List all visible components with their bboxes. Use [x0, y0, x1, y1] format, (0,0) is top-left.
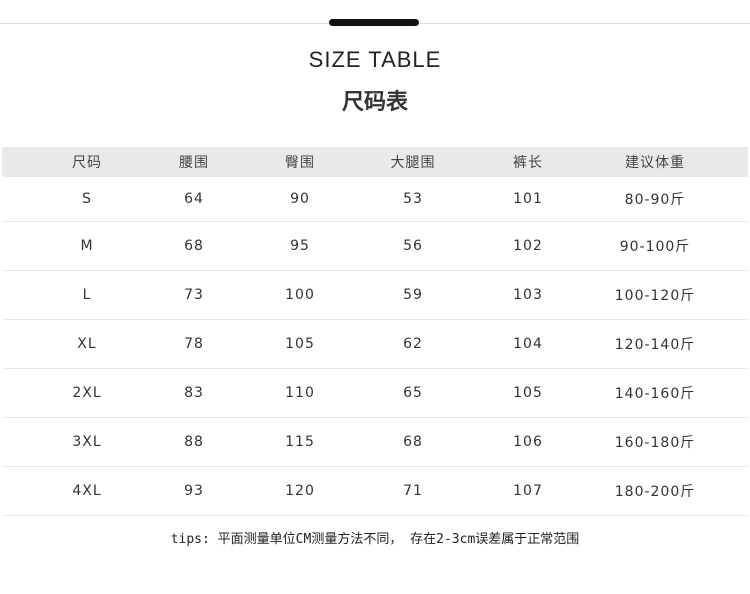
header-cell: 腰围: [179, 155, 209, 171]
table-cell: 140-160斤: [614, 386, 696, 402]
header-cell: 建议体重: [625, 155, 685, 171]
table-cell: 71: [403, 483, 423, 499]
table-cell: 93: [184, 483, 204, 499]
table-cell: 62: [403, 336, 423, 352]
table-cell: XL: [77, 336, 97, 352]
table-row: M 68 95 56 102 90-100斤: [2, 222, 748, 271]
table-row: 3XL 88 115 68 106 160-180斤: [2, 418, 748, 467]
table-cell: 88: [184, 434, 204, 450]
table-cell: 53: [403, 191, 423, 207]
table-cell: 104: [513, 336, 543, 352]
table-header-row: 尺码 腰围 臀围 大腿围 裤长 建议体重: [2, 147, 748, 177]
header-cell: 臀围: [285, 155, 315, 171]
table-cell: 65: [403, 385, 423, 401]
table-cell: 83: [184, 385, 204, 401]
table-cell: 4XL: [72, 483, 102, 499]
table-cell: 105: [513, 385, 543, 401]
table-cell: 100: [285, 287, 315, 303]
table-cell: 101: [513, 191, 543, 207]
header-cell: 尺码: [72, 155, 102, 171]
size-table: 尺码 腰围 臀围 大腿围 裤长 建议体重 S 64 90 53 101 80-90斤 M 68…: [2, 147, 748, 516]
table-cell: 90-100斤: [619, 239, 691, 255]
table-row: S 64 90 53 101 80-90斤: [2, 177, 748, 222]
table-row: 4XL 93 120 71 107 180-200斤: [2, 467, 748, 516]
table-cell: 180-200斤: [614, 484, 696, 500]
table-cell: 68: [184, 238, 204, 254]
table-cell: 2XL: [72, 385, 102, 401]
table-cell: 107: [513, 483, 543, 499]
table-cell: 78: [184, 336, 204, 352]
table-cell: 95: [290, 238, 310, 254]
header-cell: 裤长: [513, 155, 543, 171]
tips-note: tips: 平面测量单位CM测量方法不同， 存在2-3cm误差属于正常范围: [170, 532, 580, 547]
table-cell: L: [82, 287, 92, 303]
table-cell: S: [82, 191, 92, 207]
table-cell: M: [80, 238, 94, 254]
table-row: XL 78 105 62 104 120-140斤: [2, 320, 748, 369]
table-cell: 68: [403, 434, 423, 450]
table-cell: 106: [513, 434, 543, 450]
table-cell: 90: [290, 191, 310, 207]
table-cell: 103: [513, 287, 543, 303]
table-row: 2XL 83 110 65 105 140-160斤: [2, 369, 748, 418]
table-row: L 73 100 59 103 100-120斤: [2, 271, 748, 320]
table-cell: 110: [285, 385, 315, 401]
header-cell: 大腿围: [390, 155, 436, 171]
table-cell: 160-180斤: [614, 435, 696, 451]
table-cell: 102: [513, 238, 543, 254]
table-cell: 64: [184, 191, 204, 207]
table-cell: 120-140斤: [614, 337, 696, 353]
table-cell: 105: [285, 336, 315, 352]
table-cell: 120: [285, 483, 315, 499]
table-cell: 56: [403, 238, 423, 254]
top-accent-bar: [329, 19, 419, 26]
title-chinese: 尺码表: [341, 90, 408, 115]
table-cell: 115: [285, 434, 315, 450]
table-cell: 59: [403, 287, 423, 303]
table-cell: 3XL: [72, 434, 102, 450]
table-cell: 73: [184, 287, 204, 303]
title-english: SIZE TABLE: [308, 47, 442, 72]
table-cell: 80-90斤: [624, 192, 686, 208]
table-cell: 100-120斤: [614, 288, 696, 304]
